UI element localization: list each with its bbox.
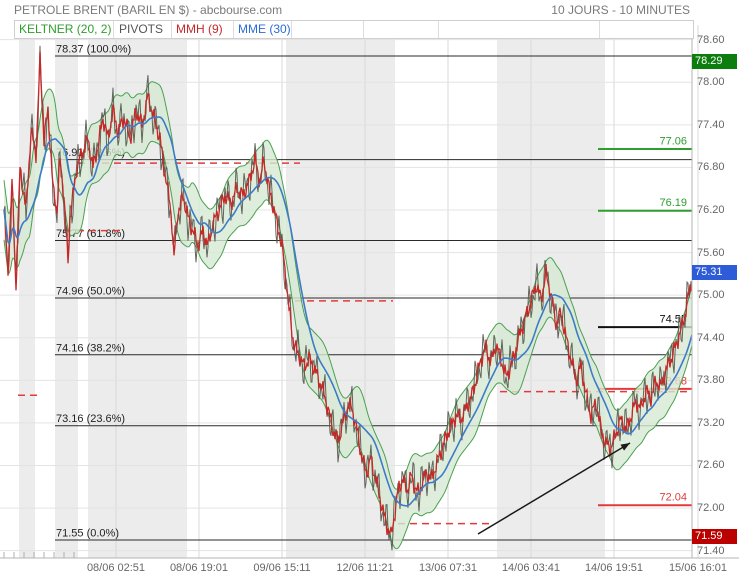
- y-axis-tick: 76.20: [697, 204, 725, 216]
- low-price-badge: 71.59: [692, 529, 737, 545]
- mmh-line: [3, 51, 692, 536]
- pivot-level-label: 76.19: [659, 197, 687, 209]
- legend-separator: [233, 21, 234, 38]
- y-axis-tick: 77.40: [697, 118, 725, 131]
- pivot-level-label: 77.06: [659, 135, 687, 147]
- mme-line: [3, 116, 692, 507]
- trend-arrow-head: [620, 443, 630, 451]
- y-axis-tick: 78.60: [697, 33, 725, 46]
- y-axis-tick: 78.00: [697, 76, 725, 89]
- legend-separator: [599, 21, 600, 38]
- legend-separator: [291, 21, 292, 38]
- keltner-upper-line: [3, 81, 692, 490]
- pivot-level-label: 72.04: [659, 492, 687, 504]
- keltner-channel-fill: [4, 81, 692, 549]
- y-axis-tick: 72.00: [697, 502, 725, 515]
- legend-separator: [113, 21, 114, 38]
- y-axis-tick: 75.00: [697, 289, 725, 302]
- series-layer: [3, 45, 692, 551]
- y-axis-tick: 76.80: [697, 161, 725, 174]
- x-axis-tick: 12/06 11:21: [336, 562, 394, 574]
- closed-session-band: [19, 25, 35, 558]
- y-axis-tick: 72.60: [697, 459, 725, 472]
- x-axis-tick: 14/06 03:41: [501, 562, 561, 574]
- page-title: PETROLE BRENT (BARIL EN $) - abcbourse.c…: [14, 3, 283, 17]
- legend-separator: [438, 21, 439, 38]
- x-axis-tick: 13/06 07:31: [418, 562, 478, 574]
- timeframe-label: 10 JOURS - 10 MINUTES: [551, 3, 690, 17]
- x-axis-tick: 15/06 16:01: [668, 562, 728, 574]
- legend-item-mmh[interactable]: MMH (9): [176, 22, 223, 36]
- x-axis-tick: 09/06 15:11: [253, 562, 311, 574]
- legend-separator: [363, 21, 364, 38]
- y-axis-tick: 73.20: [697, 416, 725, 429]
- fibonacci-label: 73.16 (23.6%): [56, 413, 125, 425]
- legend-item-pivots[interactable]: PIVOTS: [119, 22, 164, 36]
- price-wicks-line: [3, 45, 692, 551]
- y-axis-tick: 75.60: [697, 246, 725, 259]
- fibonacci-label: 71.55 (0.0%): [56, 528, 119, 540]
- x-axis-tick: 08/06 02:51: [86, 562, 146, 574]
- trend-arrow: [477, 442, 631, 535]
- high-price-badge: 78.29: [692, 53, 737, 69]
- legend-item-mme[interactable]: MME (30): [238, 22, 291, 36]
- fibonacci-label: 74.96 (50.0%): [56, 286, 125, 298]
- x-axis-tick: 08/06 19:01: [169, 562, 229, 574]
- y-axis-tick: 74.40: [697, 331, 725, 344]
- fibonacci-label: 74.16 (38.2%): [56, 342, 125, 354]
- y-axis-tick: 73.80: [697, 374, 725, 387]
- y-axis-tick: 71.40: [697, 544, 725, 557]
- fibonacci-label: 78.37 (100.0%): [56, 44, 131, 56]
- legend-item-keltner[interactable]: KELTNER (20, 2): [19, 22, 112, 36]
- last-price-badge: 75.31: [692, 265, 737, 281]
- indicator-legend: KELTNER (20, 2) PIVOTS MMH (9) MME (30): [14, 20, 694, 39]
- legend-separator: [171, 21, 172, 38]
- x-axis-tick: 14/06 19:51: [584, 562, 644, 574]
